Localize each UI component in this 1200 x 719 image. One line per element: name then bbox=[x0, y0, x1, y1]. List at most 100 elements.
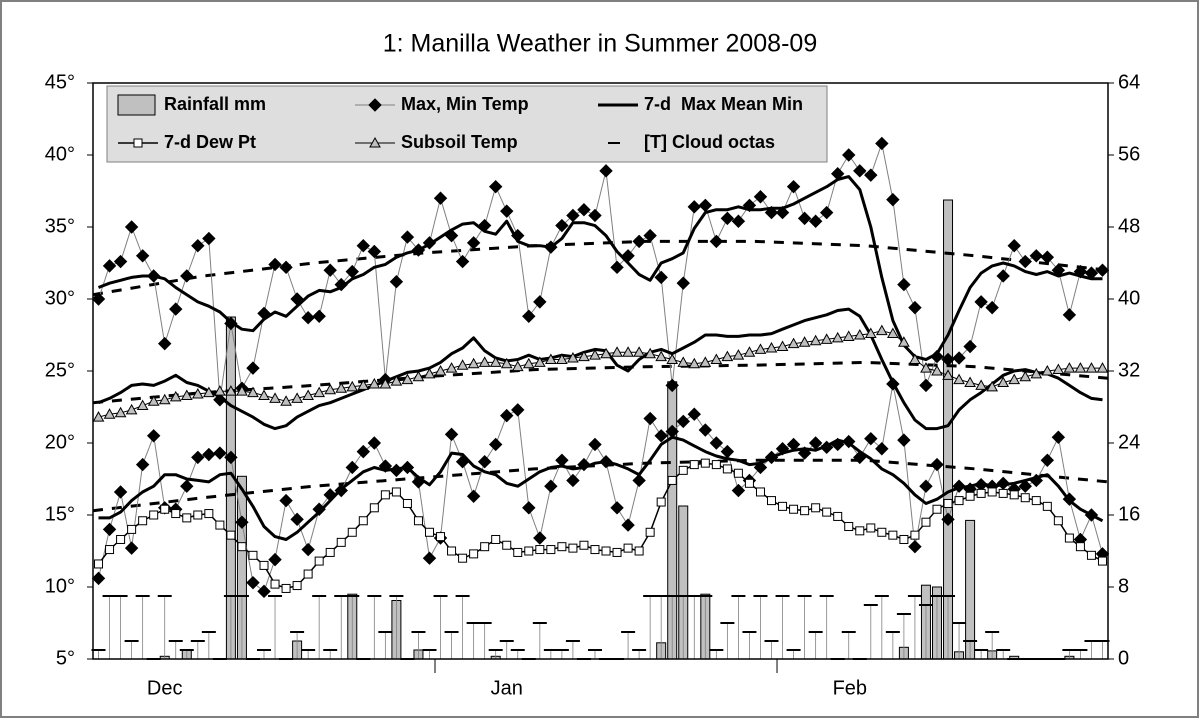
triangle-marker bbox=[169, 390, 182, 402]
diamond-marker bbox=[676, 276, 690, 290]
y-tick-label: 40° bbox=[45, 143, 75, 165]
rain-bar bbox=[965, 519, 976, 660]
triangle-marker bbox=[456, 359, 469, 370]
series-line bbox=[97, 175, 1103, 361]
square-marker bbox=[447, 546, 457, 556]
diamond-marker bbox=[312, 309, 326, 323]
square-marker bbox=[105, 545, 115, 555]
diamond-marker bbox=[555, 218, 569, 233]
square-marker bbox=[888, 530, 898, 540]
square-marker bbox=[976, 488, 986, 498]
triangle-marker bbox=[600, 347, 612, 359]
triangle-marker bbox=[787, 337, 800, 349]
diamond-marker bbox=[709, 234, 724, 249]
diamond-marker bbox=[301, 311, 315, 325]
diamond-marker bbox=[102, 259, 117, 273]
triangle-marker bbox=[1096, 362, 1109, 373]
square-marker bbox=[987, 487, 997, 497]
diamond-marker bbox=[864, 431, 878, 446]
triangle-marker bbox=[853, 328, 866, 340]
diamond-marker bbox=[213, 446, 227, 460]
y-tick-label: 10° bbox=[45, 575, 75, 597]
square-marker bbox=[133, 138, 143, 148]
diamond-marker bbox=[588, 208, 602, 223]
square-marker bbox=[822, 507, 832, 517]
square-marker bbox=[94, 559, 104, 569]
triangle-marker bbox=[887, 327, 899, 339]
square-marker bbox=[866, 523, 876, 533]
triangle-marker bbox=[831, 331, 844, 343]
triangle-marker bbox=[280, 395, 292, 406]
diamond-marker bbox=[941, 512, 955, 527]
diamond-marker bbox=[709, 436, 724, 450]
triangle-marker bbox=[1085, 362, 1098, 373]
triangle-marker bbox=[556, 353, 568, 364]
diamond-marker bbox=[268, 257, 282, 272]
triangle-marker bbox=[699, 356, 712, 367]
triangle-marker bbox=[809, 334, 822, 346]
triangle-marker bbox=[798, 336, 811, 347]
square-marker bbox=[855, 526, 865, 536]
diamond-marker bbox=[158, 336, 172, 351]
triangle-marker bbox=[776, 340, 789, 352]
diamond-marker bbox=[908, 539, 922, 554]
triangle-marker bbox=[864, 327, 877, 339]
y2-tick-label: 48 bbox=[1118, 215, 1140, 237]
legend-label: [T] Cloud octas bbox=[644, 132, 775, 152]
legend-label: Subsoil Temp bbox=[401, 132, 518, 152]
diamond-marker bbox=[853, 164, 867, 178]
diamond-marker bbox=[610, 260, 624, 275]
triangle-marker bbox=[191, 388, 204, 399]
plot-back bbox=[91, 199, 1110, 660]
square-marker bbox=[237, 542, 247, 552]
triangle-marker bbox=[964, 376, 976, 388]
triangle-marker bbox=[1041, 364, 1054, 376]
diamond-marker bbox=[124, 220, 139, 234]
diamond-marker bbox=[952, 351, 966, 365]
triangle-marker bbox=[214, 385, 226, 396]
y-tick-label: 5° bbox=[56, 647, 75, 669]
triangle-marker bbox=[180, 389, 193, 400]
square-marker bbox=[524, 546, 534, 556]
diamond-marker bbox=[1095, 263, 1110, 277]
square-marker bbox=[755, 487, 765, 497]
diamond-marker bbox=[819, 205, 834, 220]
diamond-marker bbox=[897, 433, 911, 447]
triangle-marker bbox=[710, 353, 723, 364]
diamond-marker bbox=[875, 136, 889, 151]
square-marker bbox=[303, 569, 313, 579]
diamond-marker bbox=[643, 228, 657, 243]
diamond-marker bbox=[444, 427, 459, 442]
diamond-marker bbox=[676, 414, 690, 429]
triangle-marker bbox=[997, 376, 1010, 388]
square-marker bbox=[182, 513, 192, 523]
legend-label: 7-d Dew Pt bbox=[164, 132, 256, 152]
diamond-marker bbox=[500, 204, 514, 218]
diamond-marker bbox=[1018, 479, 1032, 493]
diamond-marker bbox=[753, 190, 768, 204]
y-tick-label: 25° bbox=[45, 359, 75, 381]
triangle-marker bbox=[478, 356, 491, 367]
square-marker bbox=[1075, 542, 1085, 552]
diamond-marker bbox=[577, 203, 591, 217]
diamond-marker bbox=[180, 269, 194, 283]
triangle-marker bbox=[1063, 362, 1076, 373]
y-tick-label: 15° bbox=[45, 503, 75, 525]
diamond-marker bbox=[1018, 254, 1032, 269]
square-marker bbox=[634, 546, 644, 556]
x-tick-label: Feb bbox=[833, 677, 867, 699]
diamond-marker bbox=[522, 501, 536, 515]
diamond-marker bbox=[632, 234, 646, 249]
legend-swatch bbox=[117, 94, 156, 116]
triangle-marker bbox=[545, 353, 557, 364]
square-marker bbox=[645, 527, 655, 537]
square-marker bbox=[424, 527, 434, 537]
square-marker bbox=[248, 550, 258, 560]
square-marker bbox=[336, 537, 346, 547]
y2-tick-label: 40 bbox=[1118, 287, 1140, 309]
diamond-marker bbox=[180, 479, 194, 493]
y2-tick-label: 32 bbox=[1118, 359, 1140, 381]
square-marker bbox=[844, 522, 854, 532]
diamond-marker bbox=[91, 292, 106, 306]
triangle-marker bbox=[335, 382, 348, 393]
